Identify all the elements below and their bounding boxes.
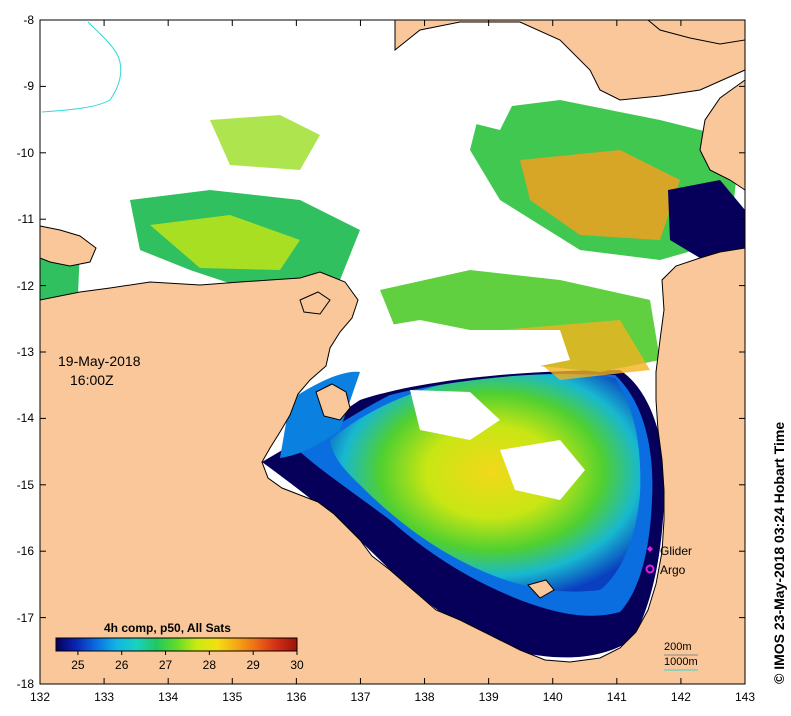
x-tick-label: 136	[286, 690, 307, 704]
y-tick-label: -9	[23, 79, 34, 94]
time-text: 16:00Z	[70, 372, 114, 388]
colorbar-tick-label: 30	[290, 658, 304, 672]
x-tick-label: 132	[29, 690, 51, 704]
x-tick-label: 137	[350, 690, 371, 704]
glider-marker-icon	[647, 546, 653, 552]
groote-eylandt	[315, 383, 351, 421]
date-text: 19-May-2018	[58, 353, 141, 369]
y-tick-label: -8	[23, 13, 34, 27]
cloud-patch-4	[40, 20, 520, 150]
cloud-patch-1	[360, 320, 570, 370]
depth-contour-line	[41, 21, 122, 113]
axis-ticks	[39, 19, 746, 685]
argo-marker-icon	[645, 564, 655, 574]
y-tick-label: -17	[16, 610, 34, 625]
y-tick-label: -18	[16, 677, 34, 691]
north-patch-2	[150, 215, 300, 270]
northern-territory-land	[39, 247, 746, 685]
colorbar-title: 4h comp, p50, All Sats	[104, 621, 231, 635]
x-tick-label: 142	[670, 690, 691, 704]
x-tick-label: 133	[94, 690, 115, 704]
north-patch-6	[520, 150, 680, 240]
copyright-credit: © IMOS 23-May-2018 03:24 Hobart Time	[771, 421, 787, 684]
x-tick-label: 143	[734, 690, 756, 704]
cape-york-land	[699, 79, 746, 191]
cloud-patch-5	[420, 180, 540, 270]
sea-surface-temperature-layer	[40, 20, 745, 658]
mornington-island	[527, 579, 555, 599]
cloud-patch-2	[410, 390, 500, 440]
land-layer	[39, 19, 746, 685]
depth-legend-1000m: 1000m	[664, 656, 698, 668]
y-tick-label: -11	[17, 212, 34, 227]
colorbar-tick-label: 26	[115, 658, 129, 672]
datetime-label: 19-May-2018 16:00Z	[58, 352, 141, 390]
y-tick-label: -14	[16, 411, 34, 426]
colorbar-tick-label: 27	[158, 658, 173, 672]
y-tick-label: -12	[16, 278, 34, 293]
deep-north-east	[668, 180, 745, 260]
y-tick-label: -10	[16, 145, 34, 160]
colorbar	[55, 637, 298, 652]
depth-legend-200m: 200m	[664, 641, 692, 653]
cloud-patch-3	[500, 440, 585, 500]
y-tick-label: -15	[16, 477, 34, 492]
y-tick-label: -13	[16, 345, 34, 359]
x-tick-label: 141	[606, 690, 627, 704]
colorbar-tick-label: 29	[246, 658, 260, 672]
colorbar-tick-label: 25	[71, 658, 85, 672]
x-tick-label: 140	[542, 690, 563, 704]
colorbar-tick-label: 28	[202, 658, 217, 672]
island-west	[39, 225, 97, 267]
colorbar-ticks	[77, 651, 298, 655]
x-tick-label: 135	[222, 690, 243, 704]
x-tick-label: 138	[414, 690, 435, 704]
x-tick-label: 139	[478, 690, 499, 704]
legend-argo: Argo	[660, 563, 686, 577]
legend-glider: Glider	[660, 544, 693, 558]
wessel-island	[299, 291, 331, 315]
y-tick-label: -16	[16, 544, 34, 559]
x-tick-label: 134	[158, 690, 179, 704]
north-patch-7	[210, 115, 320, 170]
warm-core	[330, 374, 641, 592]
